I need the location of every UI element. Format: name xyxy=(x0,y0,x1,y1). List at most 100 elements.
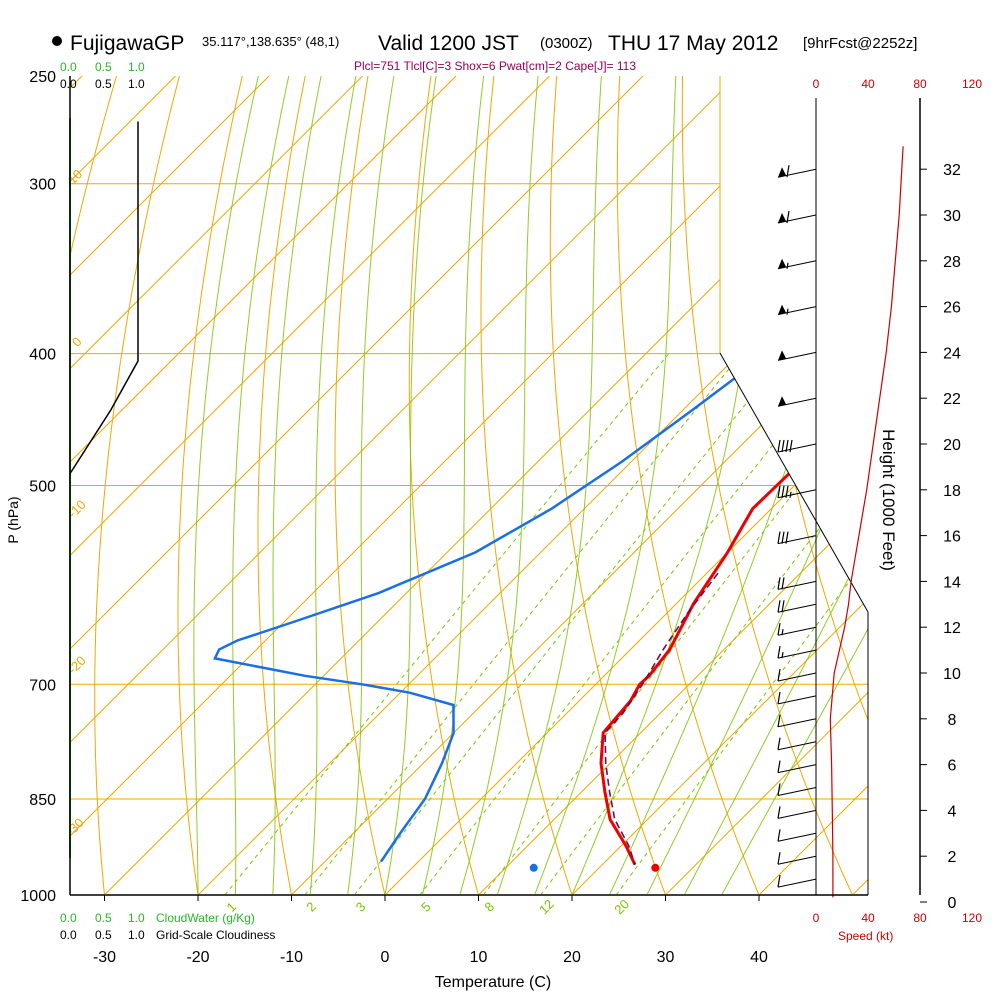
mixing-ratio-label: 12 xyxy=(536,896,557,917)
valid-date: THU 17 May 2012 xyxy=(608,32,778,55)
wind-barb-full xyxy=(785,485,789,498)
cloudiness-label: Grid-Scale Cloudiness xyxy=(156,928,275,942)
isotherm-line xyxy=(198,224,868,894)
pressure-tick-label: 1000 xyxy=(20,888,56,905)
height-tick-label: 4 xyxy=(948,803,957,820)
wind-barb-staff xyxy=(777,809,817,819)
wind-barb-half xyxy=(781,629,784,636)
wind-barb xyxy=(777,875,817,888)
height-tick-label: 30 xyxy=(943,208,961,225)
mixing-ratio-label: 5 xyxy=(418,899,434,915)
wind-barb-flag xyxy=(778,213,786,223)
moist-adiabat-line xyxy=(309,76,357,894)
wind-barb-staff xyxy=(777,649,817,659)
wind-barb-half xyxy=(786,308,789,315)
wind-barb-staff xyxy=(777,695,817,705)
wind-barb-staff xyxy=(777,535,817,545)
speed-tick-label: 0 xyxy=(813,911,820,925)
mixing-ratio-label: 20 xyxy=(611,896,632,917)
moist-adiabat-line xyxy=(193,76,259,894)
wind-barb-staff xyxy=(777,443,817,453)
speed-tick-label: 40 xyxy=(861,77,875,91)
wind-barb xyxy=(777,165,817,178)
pressure-tick-label: 500 xyxy=(29,479,56,496)
cloudiness-profile xyxy=(69,121,139,475)
wind-barb xyxy=(777,439,817,453)
moist-adiabat-line xyxy=(684,537,868,894)
wind-barb-flag xyxy=(778,258,786,269)
wind-barb xyxy=(777,852,817,865)
wind-barb-full xyxy=(781,485,785,498)
pressure-axis-title: P (hPa) xyxy=(5,496,21,543)
temperature-profile xyxy=(599,400,868,866)
wind-barb xyxy=(777,600,817,613)
cloud-water-tick: 0.0 xyxy=(60,60,77,74)
dry-adiabat-line xyxy=(257,76,306,894)
wind-barb-full xyxy=(777,760,781,773)
wind-barb-staff xyxy=(777,351,817,361)
wind-barb xyxy=(777,396,817,407)
wind-barb-staff xyxy=(777,489,817,499)
wind-barb-full xyxy=(785,531,789,544)
isotherm-line xyxy=(70,76,457,463)
isotherm-line xyxy=(665,691,868,894)
wind-barb-flag xyxy=(778,167,786,178)
dry-adiabat-line xyxy=(681,76,853,894)
wind-barb-full xyxy=(777,714,781,727)
isotherm-line xyxy=(70,76,363,370)
wind-speed-profile xyxy=(829,146,904,898)
speed-tick-label: 80 xyxy=(913,77,927,91)
wind-barb-full xyxy=(777,439,781,453)
wind-barb-staff xyxy=(777,718,817,728)
station-coordinates: 35.117°,138.635° (48,1) xyxy=(202,34,339,49)
isotherm-line xyxy=(70,76,644,650)
wind-barb-full xyxy=(777,485,781,498)
wind-barb xyxy=(777,783,817,796)
isotherm-label: -20 xyxy=(65,653,89,677)
wind-barb-full xyxy=(777,531,781,544)
wind-barb xyxy=(777,646,817,659)
dry-adiabat-line xyxy=(408,76,479,894)
cloudiness-tick: 1.0 xyxy=(128,77,145,91)
wind-barb xyxy=(777,485,817,499)
isotherm-line xyxy=(70,76,737,744)
height-tick-label: 28 xyxy=(943,254,961,271)
wind-barb-full xyxy=(777,737,781,750)
height-tick-label: 22 xyxy=(943,391,961,408)
moist-adiabat-line xyxy=(646,414,868,894)
wind-barb-staff xyxy=(777,580,817,590)
chart-overlay: 123581220100-10-20-300102030250300400500… xyxy=(20,69,982,966)
pressure-tick-label: 700 xyxy=(29,677,56,694)
isotherm-line xyxy=(291,317,868,894)
dry-adiabat-line xyxy=(94,76,180,894)
dry-adiabat-line xyxy=(549,76,666,894)
height-tick-label: 0 xyxy=(948,895,957,912)
wind-barb-full xyxy=(789,439,793,453)
temperature-tick-label: 10 xyxy=(470,949,488,966)
cloud-water-tick: 0.0 xyxy=(60,911,77,925)
surface-dewpoint-point xyxy=(529,863,538,872)
wind-barb-full xyxy=(786,165,790,178)
height-tick-label: 18 xyxy=(943,483,961,500)
isotherm-line xyxy=(70,76,270,276)
station-name: FujigawaGP xyxy=(70,32,184,55)
stability-indices: Plcl=751 Tlcl[C]=3 Shox=6 Pwat[cm]=2 Cap… xyxy=(354,59,636,73)
height-tick-label: 32 xyxy=(943,162,961,179)
mixing-ratio-label: 8 xyxy=(481,899,497,915)
temperature-axis-title: Temperature (C) xyxy=(435,974,551,991)
temperature-tick-label: 40 xyxy=(750,949,768,966)
height-axis-title: Height (1000 Feet) xyxy=(879,429,898,571)
height-tick-label: 10 xyxy=(943,666,961,683)
wind-barb-staff xyxy=(777,878,817,888)
wind-barb-full xyxy=(777,623,781,636)
height-tick-label: 6 xyxy=(948,758,957,775)
mixing-ratio-line xyxy=(483,397,868,894)
wind-barb-staff xyxy=(777,260,817,270)
temperature-tick-label: -20 xyxy=(186,949,209,966)
wind-barb-staff xyxy=(777,168,817,178)
wind-barb-staff xyxy=(777,787,817,796)
isotherm-line xyxy=(385,411,868,894)
surface-temperature-point xyxy=(651,863,660,872)
temperature-tick-label: 20 xyxy=(563,949,581,966)
wind-barb-staff xyxy=(777,741,817,751)
